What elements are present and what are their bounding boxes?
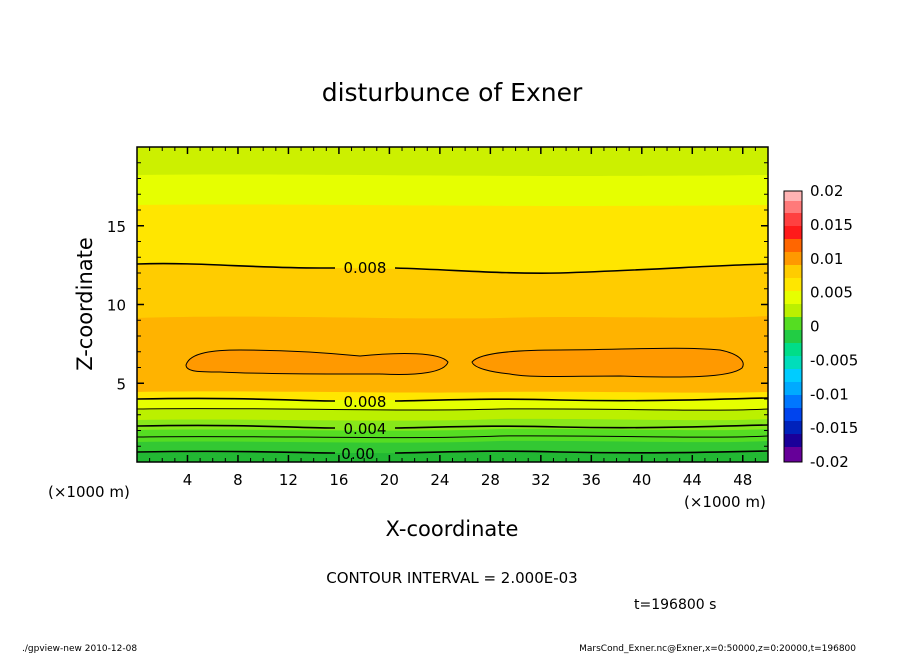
- colorbar-tick-label: -0.015: [810, 419, 858, 437]
- x-tick-label: 16: [329, 471, 348, 489]
- time-text: t=196800 s: [634, 597, 716, 613]
- x-tick-label: 24: [430, 471, 449, 489]
- x-tick-label: 28: [481, 471, 500, 489]
- contour-line-004: [137, 424, 768, 429]
- y-tick-label: 5: [116, 375, 126, 393]
- contour-line-006: [137, 408, 768, 411]
- x-tick-label: 4: [183, 471, 193, 489]
- x-tick-label: 8: [233, 471, 243, 489]
- colorbar-tick-label: 0.005: [810, 284, 853, 302]
- contour-label-004: 0.004: [344, 420, 387, 438]
- contour-label-lower: 0.008: [344, 393, 387, 411]
- x-tick-label: 36: [582, 471, 601, 489]
- contour-field: [137, 147, 768, 462]
- x-tick-labels: 4 8 12 16 20 24 28 32 36 40 44 48: [183, 471, 753, 489]
- field-blob-right: [471, 347, 744, 378]
- x-tick-label: 20: [380, 471, 399, 489]
- colorbar-tick-label: -0.005: [810, 351, 858, 369]
- colorbar-tick-label: -0.02: [810, 453, 849, 471]
- x-axis-label: X-coordinate: [386, 517, 519, 541]
- x-tick-label: 32: [531, 471, 550, 489]
- contour-line-upper-008: [137, 262, 768, 274]
- x-tick-label: 12: [279, 471, 298, 489]
- contour-label-000: 0.00: [341, 445, 374, 463]
- footer-right: MarsCond_Exner.nc@Exner,x=0:50000,z=0:20…: [579, 644, 856, 654]
- contour-label-upper: 0.008: [344, 259, 387, 277]
- field-blob-left: [185, 349, 449, 375]
- footer-left: ./gpview-new 2010-12-08: [22, 644, 137, 654]
- y-tick-labels: 5 10 15: [107, 218, 126, 394]
- field-band-lower-7: [137, 451, 768, 462]
- colorbar-tick-label: 0: [810, 318, 820, 336]
- chart-title: disturbunce of Exner: [322, 78, 583, 107]
- y-tick-label: 15: [107, 218, 126, 236]
- colorbar-tick-label: 0.01: [810, 250, 843, 268]
- x-tick-label: 40: [632, 471, 651, 489]
- colorbar-tick-label: 0.015: [810, 216, 853, 234]
- y-tick-label: 10: [107, 297, 126, 315]
- contour-interval-text: CONTOUR INTERVAL = 2.000E-03: [326, 569, 577, 587]
- x-tick-label: 48: [733, 471, 752, 489]
- axis-ticks: [137, 147, 768, 462]
- contour-line-000: [137, 450, 768, 454]
- y-unit-label: (×1000 m): [48, 483, 130, 501]
- contour-line-lower-008: [137, 397, 768, 402]
- x-tick-label: 44: [683, 471, 702, 489]
- contour-line-002: [137, 435, 768, 439]
- colorbar-tick-labels: 0.02 0.015 0.01 0.005 0 -0.005 -0.01 -0.015 -0.0…: [810, 182, 858, 471]
- colorbar-tick-label: 0.02: [810, 182, 843, 200]
- colorbar-tick-label: -0.01: [810, 385, 849, 403]
- x-unit-label: (×1000 m): [684, 493, 766, 511]
- colorbar: [783, 190, 803, 463]
- y-axis-label: Z-coordinate: [73, 237, 97, 371]
